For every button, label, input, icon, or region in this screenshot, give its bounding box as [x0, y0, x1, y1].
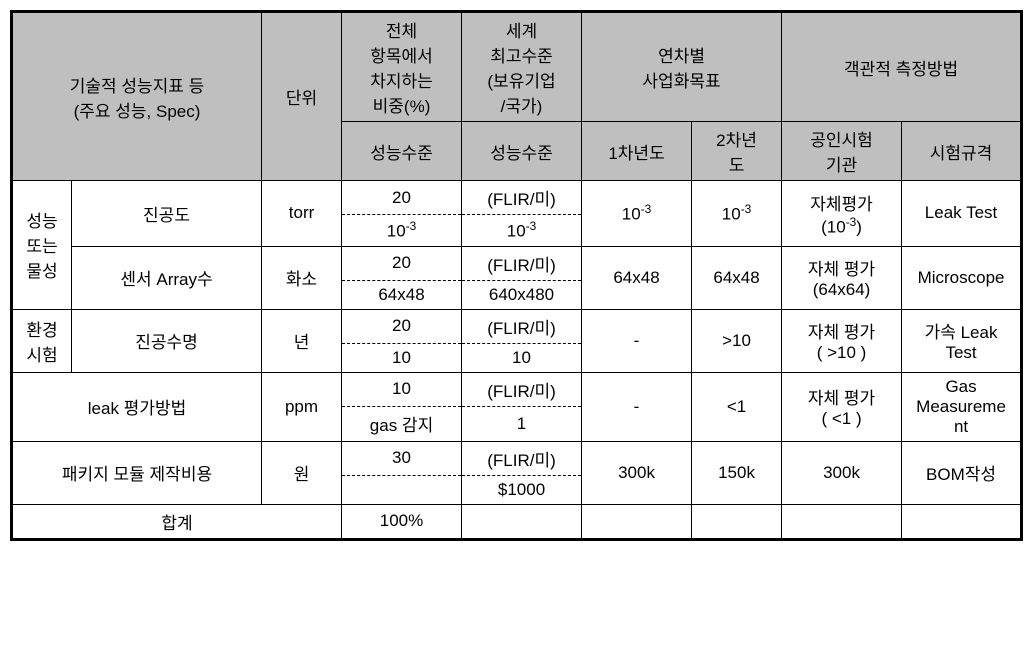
spec-table: 기술적 성능지표 등(주요 성능, Spec) 단위 전체항목에서차지하는비중(…: [10, 10, 1023, 541]
r1-unit: torr: [262, 181, 342, 247]
r5-world-top: (FLIR/미): [462, 441, 582, 475]
group-env: 환경시험: [12, 309, 72, 372]
hdr-spec: 기술적 성능지표 등(주요 성능, Spec): [12, 12, 262, 181]
r3-unit: 년: [262, 309, 342, 372]
r5-unit: 원: [262, 441, 342, 504]
r2-w-top: 20: [342, 246, 462, 280]
row-sensor-array-a: 센서 Array수 화소 20 (FLIR/미) 64x48 64x48 자체 …: [12, 246, 1022, 280]
hdr-world: 세계최고수준(보유기업/국가): [462, 12, 582, 122]
r3-w-top: 20: [342, 309, 462, 343]
hdr-yearly: 연차별사업화목표: [582, 12, 782, 122]
r5-world-bot: $1000: [462, 475, 582, 504]
total-c5: [462, 504, 582, 539]
total-c6: [582, 504, 692, 539]
r2-std: Microscope: [902, 246, 1022, 309]
r5-w-top: 30: [342, 441, 462, 475]
r4-unit: ppm: [262, 372, 342, 441]
r5-y2: 150k: [692, 441, 782, 504]
r4-w-bot: gas 감지: [342, 407, 462, 442]
hdr-std: 시험규격: [902, 122, 1022, 181]
hdr-objective: 객관적 측정방법: [782, 12, 1022, 122]
r5-w-bot: [342, 475, 462, 504]
r2-world-bot: 640x480: [462, 280, 582, 309]
r1-w-top: 20: [342, 181, 462, 215]
r4-inst: 자체 평가( <1 ): [782, 372, 902, 441]
r1-w-bot: 10-3: [342, 215, 462, 247]
r3-y2: >10: [692, 309, 782, 372]
row-vacuum-life-a: 환경시험 진공수명 년 20 (FLIR/미) - >10 자체 평가( >10…: [12, 309, 1022, 343]
hdr-unit: 단위: [262, 12, 342, 181]
r3-world-top: (FLIR/미): [462, 309, 582, 343]
r2-inst: 자체 평가(64x64): [782, 246, 902, 309]
hdr-y2: 2차년도: [692, 122, 782, 181]
r4-std: GasMeasurement: [902, 372, 1022, 441]
r3-y1: -: [582, 309, 692, 372]
header-row-1: 기술적 성능지표 등(주요 성능, Spec) 단위 전체항목에서차지하는비중(…: [12, 12, 1022, 122]
r4-world-bot: 1: [462, 407, 582, 442]
r2-w-bot: 64x48: [342, 280, 462, 309]
row-package-cost-a: 패키지 모듈 제작비용 원 30 (FLIR/미) 300k 150k 300k…: [12, 441, 1022, 475]
r4-y1: -: [582, 372, 692, 441]
row-vacuum-degree-a: 성능또는물성 진공도 torr 20 (FLIR/미) 10-3 10-3 자체…: [12, 181, 1022, 215]
total-c8: [782, 504, 902, 539]
r5-std: BOM작성: [902, 441, 1022, 504]
r2-world-top: (FLIR/미): [462, 246, 582, 280]
hdr-y1: 1차년도: [582, 122, 692, 181]
r4-name: leak 평가방법: [12, 372, 262, 441]
r4-w-top: 10: [342, 372, 462, 407]
r1-std: Leak Test: [902, 181, 1022, 247]
r3-w-bot: 10: [342, 343, 462, 372]
hdr-weight: 전체항목에서차지하는비중(%): [342, 12, 462, 122]
r2-y1: 64x48: [582, 246, 692, 309]
r1-y1: 10-3: [582, 181, 692, 247]
total-value: 100%: [342, 504, 462, 539]
r3-inst: 자체 평가( >10 ): [782, 309, 902, 372]
row-leak-method-a: leak 평가방법 ppm 10 (FLIR/미) - <1 자체 평가( <1…: [12, 372, 1022, 407]
total-c9: [902, 504, 1022, 539]
hdr-perf1: 성능수준: [342, 122, 462, 181]
group-perf: 성능또는물성: [12, 181, 72, 310]
r1-world-top: (FLIR/미): [462, 181, 582, 215]
r1-name: 진공도: [72, 181, 262, 247]
r1-y2: 10-3: [692, 181, 782, 247]
r2-name: 센서 Array수: [72, 246, 262, 309]
r3-std: 가속 LeakTest: [902, 309, 1022, 372]
hdr-inst: 공인시험기관: [782, 122, 902, 181]
total-c7: [692, 504, 782, 539]
r4-world-top: (FLIR/미): [462, 372, 582, 407]
r2-y2: 64x48: [692, 246, 782, 309]
r1-world-bot: 10-3: [462, 215, 582, 247]
r2-unit: 화소: [262, 246, 342, 309]
r5-inst: 300k: [782, 441, 902, 504]
r3-name: 진공수명: [72, 309, 262, 372]
r5-y1: 300k: [582, 441, 692, 504]
r3-world-bot: 10: [462, 343, 582, 372]
total-label: 합계: [12, 504, 342, 539]
r4-y2: <1: [692, 372, 782, 441]
r5-name: 패키지 모듈 제작비용: [12, 441, 262, 504]
r1-inst: 자체평가(10-3): [782, 181, 902, 247]
hdr-perf2: 성능수준: [462, 122, 582, 181]
row-total: 합계 100%: [12, 504, 1022, 539]
